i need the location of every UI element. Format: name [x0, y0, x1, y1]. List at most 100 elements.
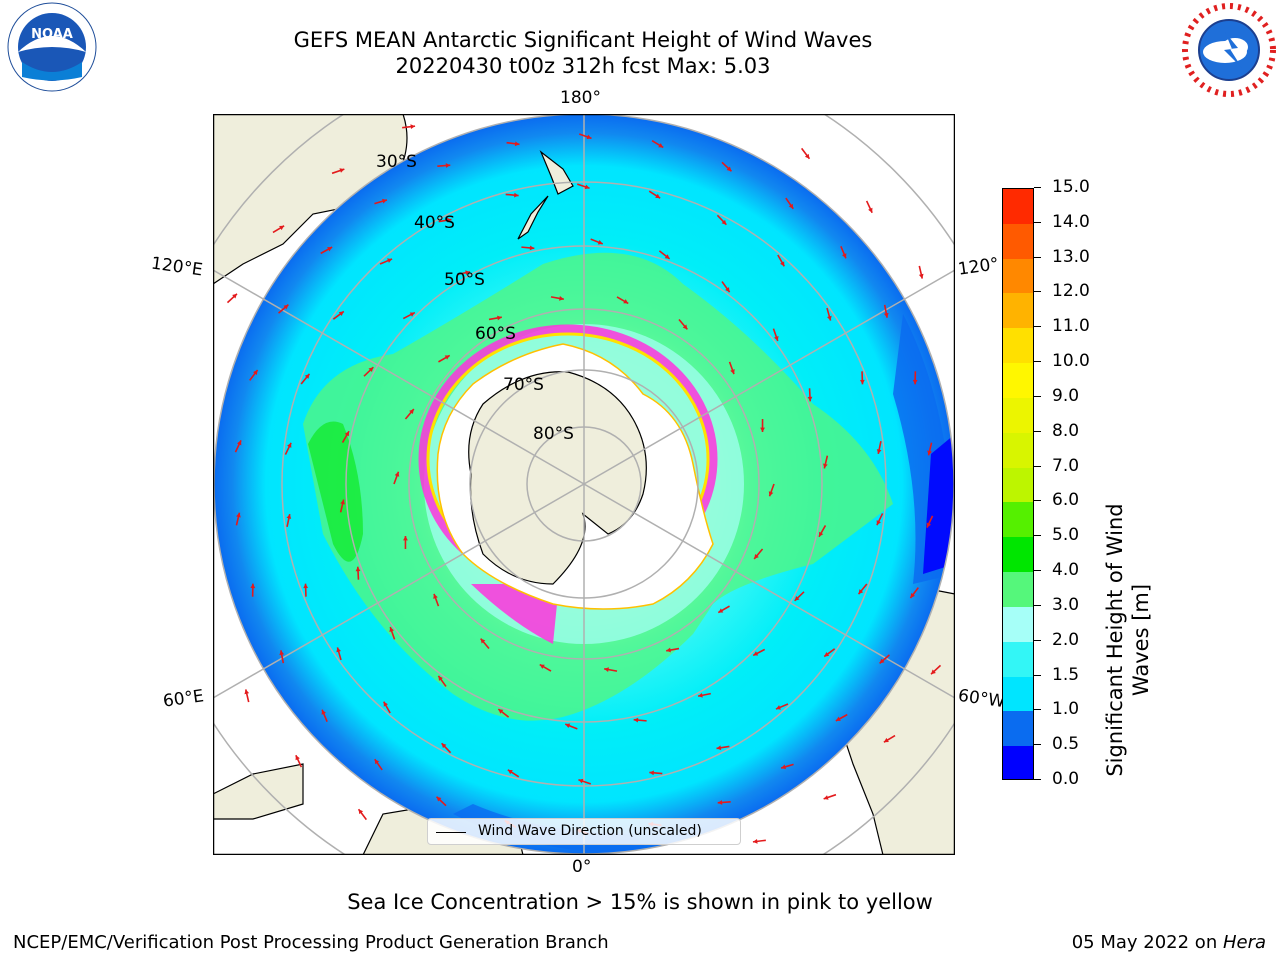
wind-wave-arrow-head: [876, 449, 882, 454]
colorbar-tick-label: 6.0: [1052, 490, 1080, 511]
wind-wave-arrow-head: [338, 311, 344, 316]
lat-label-80s: 80°S: [533, 424, 574, 444]
wind-wave-arrow-head: [383, 701, 388, 707]
wind-wave-arrow-head: [823, 463, 828, 469]
wind-wave-arrow-head: [497, 315, 502, 321]
colorbar-segment: [1003, 537, 1033, 573]
wind-wave-arrow-head: [465, 270, 470, 276]
colorbar-segment: [1003, 676, 1033, 712]
wind-wave-arrow-head: [286, 514, 292, 519]
colorbar-tick: [1034, 430, 1041, 432]
colorbar-segment: [1003, 746, 1033, 779]
colorbar-tick-label: 11.0: [1052, 316, 1090, 337]
wind-wave-arrow-head: [827, 315, 832, 321]
lon-label-120w: 120°: [956, 254, 1001, 280]
colorbar-segment: [1003, 397, 1033, 433]
wind-wave-arrow-head: [604, 667, 609, 672]
wind-wave-arrow-head: [774, 335, 779, 341]
wind-wave-arrow-head: [410, 124, 416, 130]
colorbar-tick: [1034, 221, 1041, 223]
lon-label-180: 180°: [560, 88, 601, 108]
wind-wave-arrow-head: [623, 299, 629, 304]
wind-wave-arrow-head: [252, 370, 258, 375]
wind-wave-arrow-head: [559, 296, 564, 301]
wind-wave-arrow-head: [781, 764, 786, 770]
legend-line-symbol: [436, 832, 466, 833]
colorbar-tick: [1034, 500, 1041, 502]
wind-wave-arrow-head: [597, 240, 603, 245]
lat-label-60s: 60°S: [475, 324, 516, 344]
wind-wave-arrow-head: [303, 583, 309, 589]
wind-wave-arrow-head: [682, 324, 688, 330]
wind-wave-arrow-head: [918, 273, 924, 279]
wind-wave-arrow-head: [498, 709, 504, 714]
wind-wave-arrow-head: [355, 566, 361, 572]
wind-wave-arrow-head: [250, 583, 256, 589]
colorbar-tick-label: 2.0: [1052, 629, 1080, 650]
wind-wave-arrow-head: [409, 312, 415, 317]
wind-wave-arrow-head: [655, 193, 661, 199]
wind-wave-arrow-head: [883, 312, 889, 318]
colorbar-tick-label: 1.0: [1052, 699, 1080, 720]
lon-label-120e: 120°E: [149, 253, 204, 281]
wind-wave-arrow-head: [666, 647, 671, 653]
colorbar-segment: [1003, 363, 1033, 398]
wind-wave-arrow-head: [344, 431, 349, 437]
colorbar-label: Significant Height of Wind Waves [m]: [1102, 480, 1154, 800]
colorbar-tick-label: 4.0: [1052, 560, 1080, 581]
map-legend: Wind Wave Direction (unscaled): [427, 818, 741, 845]
colorbar-tick: [1034, 291, 1041, 293]
colorbar-segment: [1003, 432, 1033, 468]
wind-wave-arrow-head: [445, 163, 451, 168]
wind-wave-arrow-head: [804, 153, 810, 159]
wind-wave-arrow-head: [236, 440, 242, 446]
footer-host: Hera: [1222, 932, 1266, 953]
wind-wave-arrow-head: [578, 778, 584, 784]
wind-wave-arrow-head: [514, 192, 519, 198]
colorbar-tick: [1034, 604, 1041, 606]
wind-wave-arrow-head: [664, 254, 670, 259]
colorbar-tick-label: 15.0: [1052, 177, 1090, 197]
colorbar-segment: [1003, 467, 1033, 503]
wind-wave-arrow-head: [438, 675, 443, 681]
wind-wave-arrow-head: [726, 166, 732, 172]
colorbar-tick-label: 0.0: [1052, 769, 1080, 789]
wind-wave-arrow-head: [824, 652, 830, 657]
wind-wave-arrow-head: [721, 219, 727, 225]
wind-wave-arrow-head: [649, 770, 654, 776]
sea-ice-note: Sea Ice Concentration > 15% is shown in …: [347, 890, 933, 914]
colorbar-segment: [1003, 258, 1033, 294]
colorbar-tick: [1034, 187, 1041, 188]
wind-wave-arrow-head: [433, 593, 438, 599]
wind-wave-arrow-head: [586, 134, 592, 140]
legend-label: Wind Wave Direction (unscaled): [478, 823, 702, 839]
title-line1: GEFS MEAN Antarctic Significant Height o…: [293, 28, 873, 52]
colorbar-tick: [1034, 535, 1041, 537]
wind-wave-arrow-head: [436, 796, 442, 802]
colorbar-tick-label: 14.0: [1052, 211, 1090, 232]
wind-wave-arrow-head: [819, 531, 824, 537]
wind-wave-arrow-head: [584, 184, 590, 190]
wind-wave-arrow-head: [718, 608, 724, 613]
wind-wave-arrow-head: [730, 369, 735, 375]
wind-wave-arrow-head: [788, 203, 794, 209]
colorbar-tick: [1034, 674, 1041, 676]
lat-label-30s: 30°S: [376, 152, 417, 172]
noaa-logo: NOAA: [2, 2, 102, 92]
colorbar-tick-label: 9.0: [1052, 385, 1080, 406]
colorbar-segment: [1003, 293, 1033, 329]
wind-wave-arrow-head: [321, 709, 326, 715]
wind-wave-arrow-head: [775, 705, 781, 710]
wind-wave-arrow-head: [446, 217, 452, 223]
lat-label-50s: 50°S: [444, 270, 485, 290]
colorbar-segment: [1003, 328, 1033, 364]
wind-wave-arrow-head: [717, 800, 723, 805]
footer-credit: NCEP/EMC/Verification Post Processing Pr…: [13, 932, 609, 953]
wind-wave-arrow-head: [374, 759, 380, 765]
colorbar-tick-label: 1.5: [1052, 664, 1080, 685]
wind-wave-arrow-head: [835, 716, 841, 721]
wind-wave-arrow-head: [403, 535, 408, 541]
wind-wave-arrow-head: [927, 450, 932, 456]
colorbar-tick-label: 0.5: [1052, 734, 1080, 755]
footer-date: 05 May 2022 on Hera: [1072, 932, 1266, 953]
